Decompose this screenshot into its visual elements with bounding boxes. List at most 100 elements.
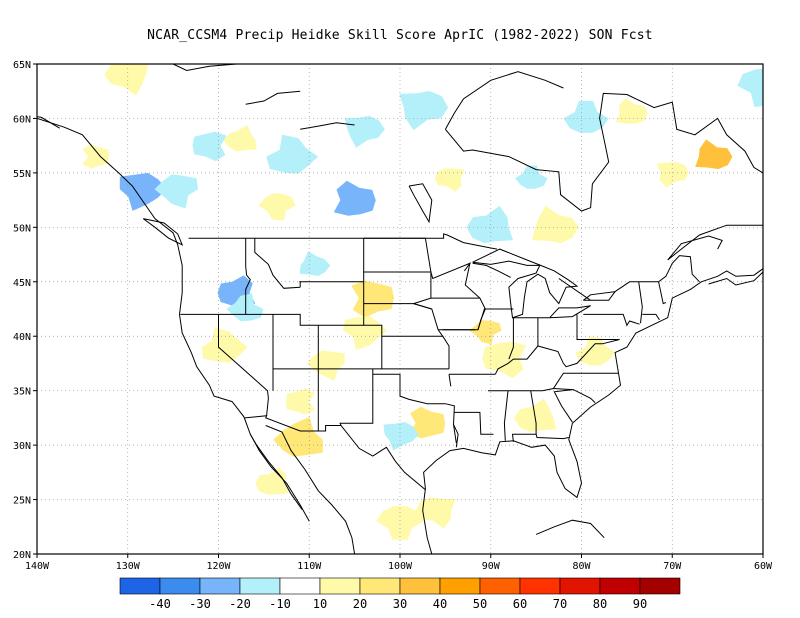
coastline <box>549 305 591 319</box>
lon-tick-label: 120W <box>206 561 231 572</box>
border-line <box>454 411 494 435</box>
colorbar-label: -20 <box>229 597 251 611</box>
border-line <box>642 313 660 321</box>
skill-patch <box>469 320 502 345</box>
skill-patch <box>737 68 763 107</box>
lat-tick-label: 40N <box>13 332 31 343</box>
colorbar-label: 20 <box>353 597 367 611</box>
skill-patch <box>383 422 419 451</box>
skill-patch <box>306 350 345 381</box>
border-line <box>658 281 667 305</box>
skill-patch <box>154 174 198 209</box>
lon-tick-label: 130W <box>116 561 141 572</box>
border-line <box>363 324 383 337</box>
skill-patch <box>119 172 167 211</box>
lon-tick-label: 90W <box>482 561 501 572</box>
border-line <box>245 238 251 315</box>
colorbar-label: -30 <box>189 597 211 611</box>
skill-patch <box>515 165 548 189</box>
colorbar-swatch <box>319 577 361 595</box>
colorbar-label: 70 <box>553 597 567 611</box>
coastline <box>408 183 433 224</box>
border-line <box>464 263 481 299</box>
coastline <box>142 218 184 246</box>
colorbar-swatch <box>519 577 561 595</box>
skill-patch <box>563 100 609 133</box>
skill-patch <box>695 139 733 170</box>
political-borders <box>37 116 700 491</box>
skill-patch <box>286 388 315 415</box>
coastline <box>422 268 763 554</box>
border-line <box>188 233 498 250</box>
lat-tick-label: 25N <box>13 496 31 507</box>
axis-ticks: 140W 130W 120W 110W 100W 90W 80W 70W 60W 20N 25N 30… <box>13 60 773 572</box>
skill-patch <box>104 64 149 96</box>
border-line <box>535 434 569 440</box>
colorbar-swatch <box>239 577 281 595</box>
coastline <box>37 10 128 21</box>
colorbar-swatch <box>559 577 601 595</box>
skill-patch <box>258 193 296 221</box>
colorbar-swatch <box>479 577 521 595</box>
skill-patch <box>344 115 385 148</box>
skill-patch <box>575 336 616 366</box>
colorbar-swatch <box>119 577 161 595</box>
skill-patch <box>482 341 527 379</box>
lat-tick-label: 55N <box>13 169 31 180</box>
skill-patch <box>376 506 424 540</box>
coastline <box>300 122 355 130</box>
skill-patch <box>615 98 648 124</box>
colorbar-swatch <box>399 577 441 595</box>
skill-patch <box>351 280 394 318</box>
skill-patch <box>466 205 514 244</box>
skill-patch <box>223 125 257 152</box>
skill-patch <box>434 168 465 192</box>
coastline <box>708 271 763 286</box>
border-line <box>488 372 619 392</box>
skill-patch <box>299 251 331 276</box>
skill-patches <box>82 64 763 540</box>
border-line <box>614 255 700 293</box>
colorbar-label: 90 <box>633 597 647 611</box>
colorbar-label: -40 <box>149 597 171 611</box>
map-title: NCAR_CCSM4 Precip Heidke Skill Score Apr… <box>147 28 653 43</box>
lat-tick-label: 35N <box>13 387 31 398</box>
border-line <box>363 237 432 273</box>
border-line <box>472 262 511 278</box>
skill-patch <box>399 91 449 131</box>
coastline <box>444 71 564 130</box>
border-line <box>494 339 620 375</box>
border-line <box>37 116 60 129</box>
lon-tick-label: 100W <box>388 561 413 572</box>
skill-patch <box>415 497 456 529</box>
border-line <box>508 317 514 360</box>
colorbar-swatch <box>439 577 481 595</box>
border-line <box>553 388 596 403</box>
skill-patch <box>532 205 579 244</box>
border-line <box>576 314 620 340</box>
colorbar-swatch <box>599 577 641 595</box>
skill-patch <box>273 416 323 457</box>
colorbar-label: 30 <box>393 597 407 611</box>
lat-tick-label: 65N <box>13 60 31 71</box>
colorbar-swatch <box>639 577 681 595</box>
border-line <box>339 368 374 426</box>
border-line <box>477 308 514 330</box>
colorbar: -40 -30 -20 -10 10 20 30 40 50 60 70 80 90 <box>119 577 681 611</box>
lon-tick-label: 60W <box>754 561 773 572</box>
colorbar-swatch <box>199 577 241 595</box>
border-line <box>638 281 643 324</box>
colorbar-label: -10 <box>269 597 291 611</box>
skill-patch <box>192 131 227 162</box>
colorbar-swatch <box>359 577 401 595</box>
border-line <box>218 314 269 416</box>
lon-tick-label: 70W <box>663 561 682 572</box>
border-line <box>553 389 573 423</box>
colorbar-label: 40 <box>433 597 447 611</box>
skill-patch <box>266 134 319 174</box>
coastline <box>667 189 763 261</box>
border-line <box>372 373 457 443</box>
skill-patch <box>343 316 387 350</box>
coastline <box>535 519 605 539</box>
